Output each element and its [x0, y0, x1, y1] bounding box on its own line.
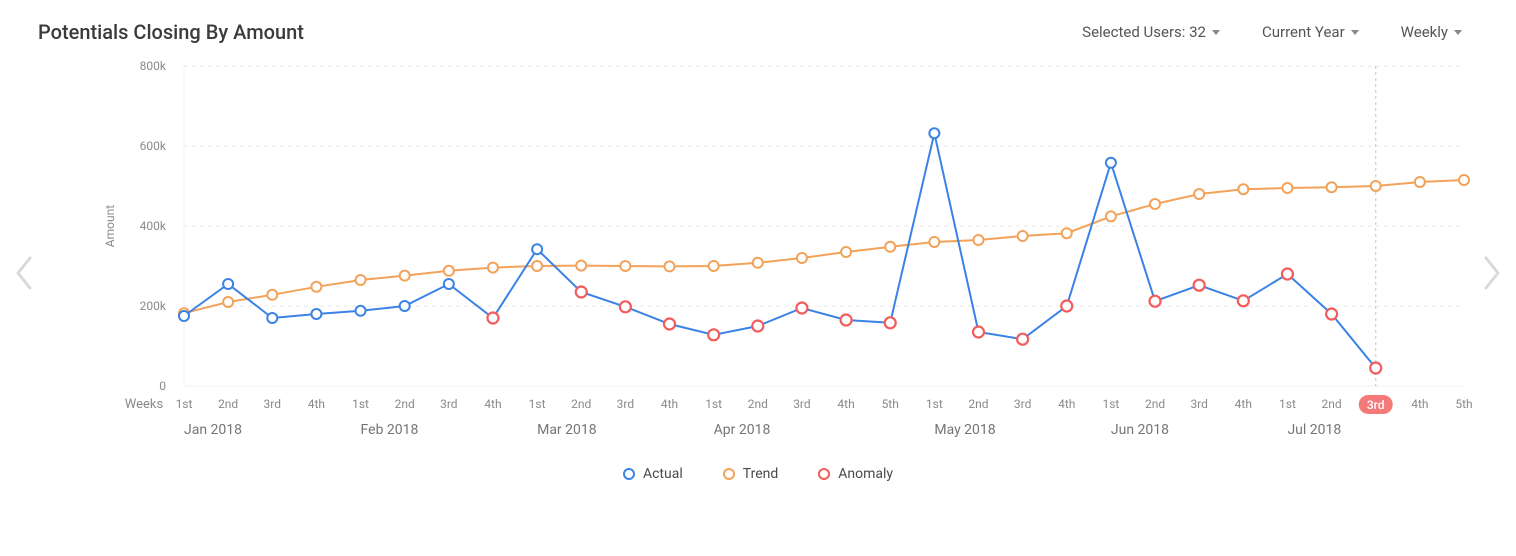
svg-text:4th: 4th — [308, 397, 325, 411]
svg-text:800k: 800k — [140, 59, 167, 73]
svg-text:3rd: 3rd — [1367, 398, 1385, 412]
legend-swatch-trend — [723, 468, 735, 480]
selected-users-label: Selected Users: 32 — [1082, 23, 1206, 41]
period-dropdown[interactable]: Current Year — [1262, 23, 1359, 41]
svg-text:Jul 2018: Jul 2018 — [1287, 422, 1341, 438]
svg-text:Feb 2018: Feb 2018 — [361, 422, 419, 438]
svg-text:2nd: 2nd — [218, 397, 238, 411]
svg-text:1st: 1st — [176, 397, 193, 411]
next-arrow-button[interactable] — [1482, 256, 1502, 299]
svg-text:3rd: 3rd — [1014, 397, 1031, 411]
svg-text:5th: 5th — [1455, 397, 1472, 411]
svg-text:Weeks: Weeks — [125, 397, 164, 412]
chevron-down-icon — [1351, 30, 1359, 35]
legend-item-actual[interactable]: Actual — [623, 466, 683, 482]
svg-text:3rd: 3rd — [264, 397, 281, 411]
svg-text:200k: 200k — [140, 299, 167, 313]
legend-swatch-actual — [623, 468, 635, 480]
panel-title: Potentials Closing By Amount — [38, 20, 304, 44]
granularity-label: Weekly — [1401, 23, 1448, 41]
prev-arrow-button[interactable] — [14, 256, 34, 299]
svg-text:3rd: 3rd — [793, 397, 810, 411]
svg-text:4th: 4th — [1058, 397, 1075, 411]
svg-text:2nd: 2nd — [968, 397, 988, 411]
svg-text:1st: 1st — [705, 397, 722, 411]
svg-text:4th: 4th — [484, 397, 501, 411]
svg-text:1st: 1st — [1102, 397, 1119, 411]
panel-controls: Selected Users: 32 Current Year Weekly — [1082, 23, 1482, 41]
svg-text:1st: 1st — [352, 397, 369, 411]
legend-label-actual: Actual — [643, 466, 683, 482]
granularity-dropdown[interactable]: Weekly — [1401, 23, 1462, 41]
line-chart: 0 200k 400k 600k 800k Amount Weeks 1st 2nd 3rd 4th… — [34, 56, 1482, 456]
svg-text:3rd: 3rd — [617, 397, 634, 411]
svg-text:2nd: 2nd — [395, 397, 415, 411]
legend-item-trend[interactable]: Trend — [723, 466, 779, 482]
chart-area: 0 200k 400k 600k 800k Amount Weeks 1st 2nd 3rd 4th… — [34, 56, 1482, 456]
panel-header: Potentials Closing By Amount Selected Us… — [34, 20, 1482, 44]
svg-text:2nd: 2nd — [1322, 397, 1342, 411]
chart-legend: Actual Trend Anomaly — [34, 466, 1482, 482]
svg-text:3rd: 3rd — [1190, 397, 1207, 411]
svg-text:4th: 4th — [1235, 397, 1252, 411]
svg-text:2nd: 2nd — [748, 397, 768, 411]
legend-label-trend: Trend — [743, 466, 779, 482]
svg-text:4th: 4th — [837, 397, 854, 411]
chevron-down-icon — [1454, 30, 1462, 35]
svg-text:2nd: 2nd — [1145, 397, 1165, 411]
svg-text:Jan 2018: Jan 2018 — [184, 422, 242, 438]
svg-text:Mar 2018: Mar 2018 — [537, 422, 597, 438]
svg-text:May 2018: May 2018 — [934, 422, 995, 438]
legend-label-anomaly: Anomaly — [838, 466, 893, 482]
legend-swatch-anomaly — [818, 468, 830, 480]
chart-panel: Potentials Closing By Amount Selected Us… — [0, 0, 1516, 556]
svg-text:400k: 400k — [140, 219, 167, 233]
chevron-down-icon — [1212, 30, 1220, 35]
svg-text:4th: 4th — [661, 397, 678, 411]
svg-text:5th: 5th — [882, 397, 899, 411]
legend-item-anomaly[interactable]: Anomaly — [818, 466, 893, 482]
svg-text:1st: 1st — [926, 397, 943, 411]
period-label: Current Year — [1262, 23, 1345, 41]
svg-text:2nd: 2nd — [571, 397, 591, 411]
svg-text:4th: 4th — [1411, 397, 1428, 411]
svg-text:0: 0 — [159, 379, 166, 393]
svg-text:3rd: 3rd — [440, 397, 457, 411]
svg-text:Jun 2018: Jun 2018 — [1111, 422, 1169, 438]
svg-text:600k: 600k — [140, 139, 167, 153]
svg-text:Apr 2018: Apr 2018 — [714, 422, 771, 438]
svg-text:1st: 1st — [1279, 397, 1296, 411]
svg-text:1st: 1st — [529, 397, 546, 411]
selected-users-dropdown[interactable]: Selected Users: 32 — [1082, 23, 1220, 41]
svg-text:Amount: Amount — [103, 205, 117, 247]
